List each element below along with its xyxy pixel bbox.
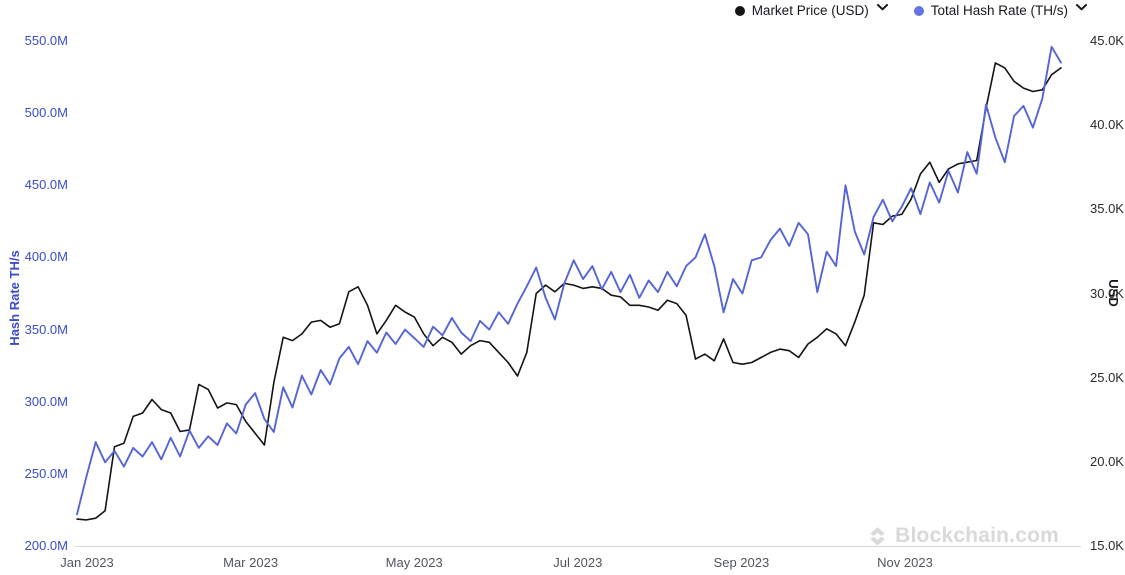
y-axis-right-tick-label: 45.0K (1090, 33, 1124, 48)
y-axis-right-tick-label: 35.0K (1090, 201, 1124, 217)
y-axis-right-tick-label: 25.0K (1090, 369, 1124, 385)
y-axis-right-tick-label: 30.0K (1090, 285, 1124, 301)
chart-legend: Market Price (USD) Total Hash Rate (TH/s… (734, 3, 1087, 18)
series-line-market-price-usd- (76, 62, 1062, 521)
chevron-down-icon[interactable] (1076, 3, 1087, 11)
watermark-text: Blockchain.com (895, 524, 1059, 547)
x-axis-tick-label: Sep 2023 (713, 555, 770, 570)
legend-item-label: Total Hash Rate (TH/s) (930, 3, 1068, 18)
watermark: Blockchain.com (867, 524, 1059, 548)
x-axis-tick-label: Mar 2023 (223, 555, 279, 570)
y-axis-right-tick-label: 15.0K (1090, 538, 1124, 553)
y-axis-left-tick-label: 550.0M (24, 33, 68, 48)
legend-marker-dot (734, 5, 745, 16)
blockchain-logo-icon (867, 525, 888, 548)
y-axis-left-tick-label: 450.0M (24, 177, 68, 193)
x-axis-tick-label: Nov 2023 (877, 555, 933, 570)
legend-item-label: Market Price (USD) (751, 3, 869, 18)
x-axis-tick-label: May 2023 (385, 555, 443, 570)
legend-item-total-hash-rate[interactable]: Total Hash Rate (TH/s) (913, 3, 1087, 18)
y-axis-left-tick-label: 200.0M (24, 538, 68, 553)
y-axis-left-tick-label: 250.0M (24, 465, 68, 481)
series-line-total-hash-rate-th-s- (76, 45, 1062, 516)
y-axis-right-tick-label: 40.0K (1090, 117, 1124, 133)
legend-item-market-price[interactable]: Market Price (USD) (734, 3, 888, 18)
legend-marker-dot (913, 5, 924, 16)
chevron-down-icon[interactable] (876, 3, 888, 11)
y-axis-right-tick-label: 20.0K (1090, 453, 1124, 469)
x-axis-tick-label: Jan 2023 (60, 555, 114, 570)
y-axis-left-tick-label: 350.0M (24, 321, 68, 337)
y-axis-left-tick-label: 500.0M (24, 105, 68, 121)
y-axis-left-tick-label: 300.0M (24, 393, 68, 409)
y-axis-left-tick-label: 400.0M (24, 249, 68, 265)
x-axis-tick-label: Jul 2023 (553, 555, 603, 570)
